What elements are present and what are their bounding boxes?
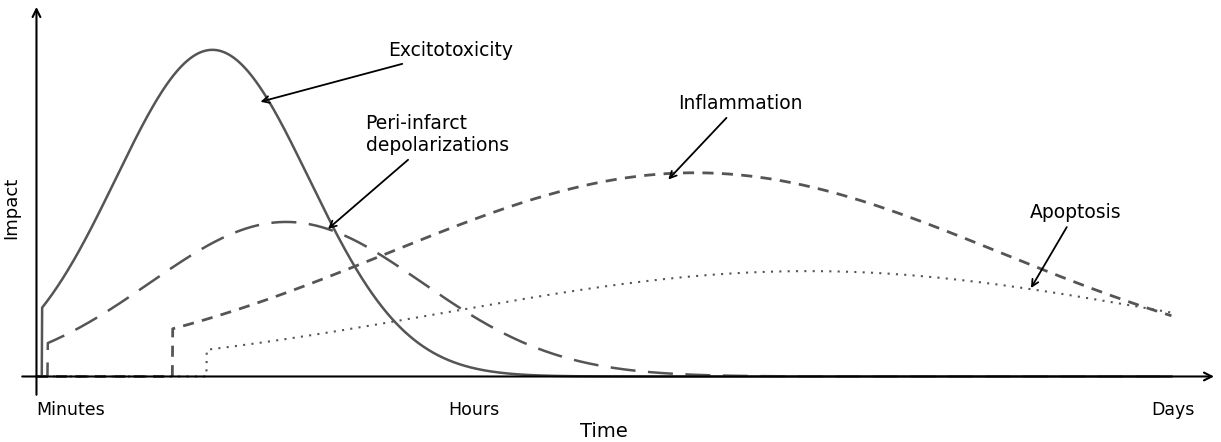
Text: Apoptosis: Apoptosis — [1029, 203, 1121, 286]
Text: Excitotoxicity: Excitotoxicity — [263, 42, 513, 103]
Text: Peri-infarct
depolarizations: Peri-infarct depolarizations — [330, 114, 509, 228]
Text: Days: Days — [1150, 401, 1194, 419]
Text: Time: Time — [580, 422, 628, 441]
Text: Minutes: Minutes — [37, 401, 105, 419]
Text: Impact: Impact — [2, 177, 21, 239]
Text: Inflammation: Inflammation — [669, 94, 802, 178]
Text: Hours: Hours — [448, 401, 499, 419]
